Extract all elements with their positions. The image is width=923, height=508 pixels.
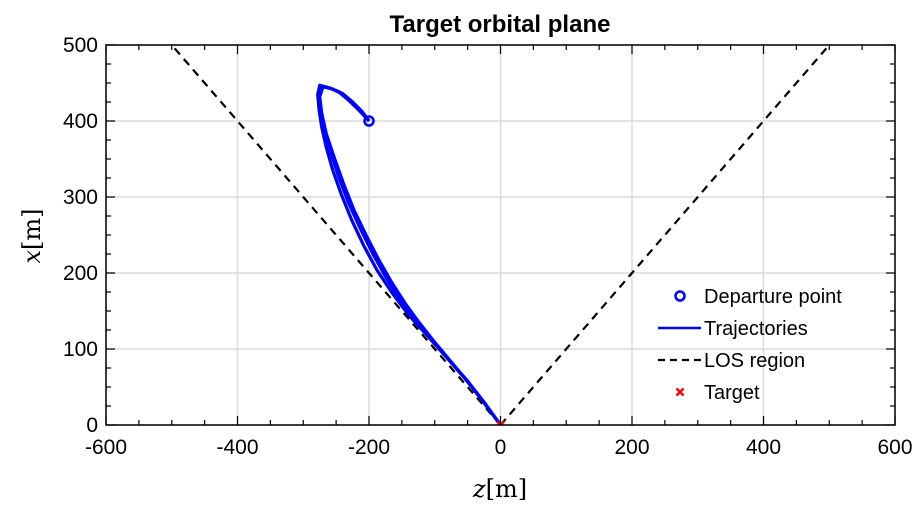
legend-label: Trajectories xyxy=(704,318,808,340)
x-axis-label: z[m] xyxy=(472,475,527,503)
legend-label: Target xyxy=(704,382,760,404)
trajectory-line xyxy=(316,83,502,425)
y-tick-label: 200 xyxy=(63,262,98,285)
legend-item: LOS region xyxy=(658,350,805,372)
legend-item: Departure point xyxy=(674,286,842,308)
x-tick-label: -600 xyxy=(85,436,127,459)
x-tick-label: 200 xyxy=(614,436,649,459)
x-tick-label: 0 xyxy=(495,436,507,459)
x-axis-unit: [m] xyxy=(486,475,527,503)
chart-title: Target orbital plane xyxy=(390,11,611,38)
legend-label: Departure point xyxy=(704,286,842,308)
y-tick-label: 0 xyxy=(86,414,98,437)
plot-content xyxy=(170,45,831,425)
legend-circle-icon xyxy=(674,290,686,302)
x-axis-symbol: z xyxy=(472,475,486,503)
y-axis-symbol: x xyxy=(18,250,46,264)
legend-item: Target xyxy=(675,382,760,404)
x-tick-label: 400 xyxy=(746,436,781,459)
x-tick-label: -400 xyxy=(216,436,258,459)
x-tick-label: -200 xyxy=(348,436,390,459)
legend: Departure point Trajectories LOS region Tar… xyxy=(658,286,842,404)
y-axis-unit: [m] xyxy=(18,208,46,249)
los-line xyxy=(170,45,502,425)
departure-point-marker xyxy=(363,115,375,127)
trajectory-line xyxy=(318,85,502,425)
legend-x-icon xyxy=(675,387,685,397)
target-marker xyxy=(496,420,505,425)
y-tick-label: 100 xyxy=(63,338,98,361)
trajectory-line xyxy=(317,84,502,425)
tick-labels: -600 -400 -200 0 200 400 600 0 100 200 300 400 500 xyxy=(63,34,913,459)
y-tick-label: 300 xyxy=(63,186,98,209)
legend-label: LOS region xyxy=(704,350,805,372)
legend-item: Trajectories xyxy=(658,318,808,340)
axis-ticks xyxy=(105,44,896,426)
y-tick-label: 500 xyxy=(63,34,98,57)
x-tick-label: 600 xyxy=(877,436,912,459)
y-axis-label: x[m] xyxy=(18,208,46,263)
y-tick-label: 400 xyxy=(63,110,98,133)
